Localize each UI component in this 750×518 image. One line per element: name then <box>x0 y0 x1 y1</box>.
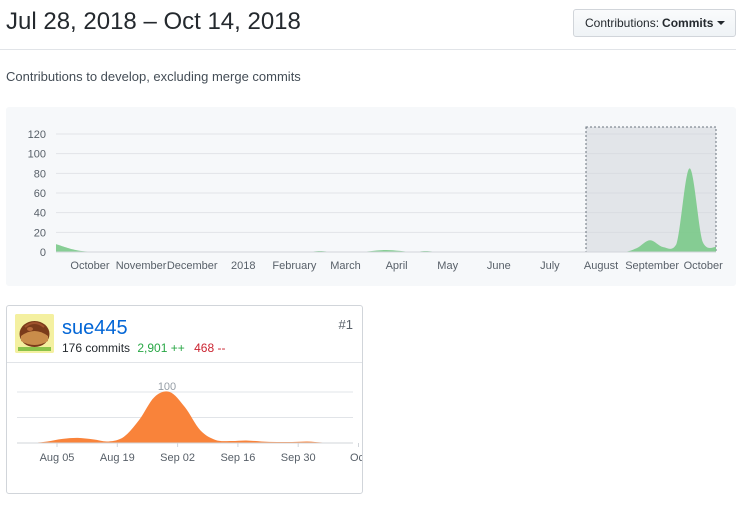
contributor-card-header: sue445 176 commits 2,901 ++ 468 -- #1 <box>7 306 362 363</box>
overview-area-series <box>56 168 716 252</box>
user-x-tick-label: Aug 19 <box>100 452 135 464</box>
contributor-chart: 100 Aug 05 Aug 19 Sep 02 Sep 16 Sep 30 Oct <box>17 381 363 464</box>
x-tick-label: December <box>167 260 218 272</box>
caret-down-icon <box>717 21 726 25</box>
user-x-tick-label: Sep 02 <box>160 452 195 464</box>
user-x-tick-label: Sep 30 <box>281 452 316 464</box>
y-tick-label: 80 <box>34 168 46 180</box>
x-tick-label: May <box>437 260 458 272</box>
user-y-tick-label: 100 <box>158 381 176 393</box>
x-tick-label: November <box>116 260 167 272</box>
y-tick-label: 60 <box>34 188 46 200</box>
y-tick-label: 20 <box>34 227 46 239</box>
user-x-tick-label: Oct <box>350 452 363 464</box>
overview-chart-panel[interactable]: 0 20 40 60 80 100 120 October November December 20… <box>6 107 736 286</box>
page-header: Jul 28, 2018 – Oct 14, 2018 Contribution… <box>0 0 736 50</box>
x-tick-label: February <box>272 260 317 272</box>
commits-count-link[interactable]: 176 commits <box>62 341 131 355</box>
x-tick-label: 2018 <box>231 260 255 272</box>
x-tick-label: March <box>330 260 361 272</box>
x-tick-label: April <box>386 260 408 272</box>
y-tick-label: 0 <box>40 247 46 259</box>
chestnut-avatar-icon[interactable] <box>15 314 54 353</box>
additions-count: 2,901 ++ <box>137 341 185 355</box>
contributions-filter-button[interactable]: Contributions: Commits <box>573 9 736 37</box>
contributions-subtitle: Contributions to develop, excluding merg… <box>6 69 301 84</box>
contributor-stats: 176 commits 2,901 ++ 468 -- <box>62 341 225 355</box>
x-tick-label: September <box>625 260 679 272</box>
overview-chart[interactable]: 0 20 40 60 80 100 120 October November December 20… <box>6 107 736 286</box>
contributor-card: sue445 176 commits 2,901 ++ 468 -- #1 10… <box>6 305 363 494</box>
filter-value: Commits <box>662 16 714 30</box>
x-tick-label: October <box>684 260 723 272</box>
user-x-tick-label: Sep 16 <box>220 452 255 464</box>
date-range-title: Jul 28, 2018 – Oct 14, 2018 <box>6 8 301 35</box>
user-x-tick-label: Aug 05 <box>40 452 75 464</box>
x-tick-label: July <box>540 260 560 272</box>
y-tick-label: 100 <box>28 149 46 161</box>
x-tick-label: October <box>70 260 109 272</box>
contributor-username-link[interactable]: sue445 <box>62 317 128 339</box>
y-tick-label: 40 <box>34 208 46 220</box>
y-tick-label: 120 <box>28 129 46 141</box>
user-area-series <box>32 391 338 443</box>
filter-label: Contributions: <box>585 16 660 30</box>
x-tick-label: June <box>487 260 511 272</box>
deletions-count: 468 -- <box>194 341 226 355</box>
contributor-rank: #1 <box>338 317 353 332</box>
x-tick-label: August <box>584 260 618 272</box>
